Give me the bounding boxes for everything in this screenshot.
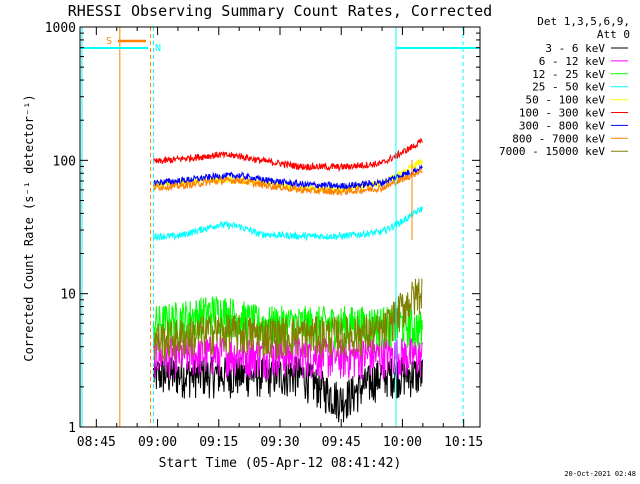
series-line-5 xyxy=(153,137,423,173)
legend-label: 25 - 50 keV xyxy=(532,81,605,94)
x-axis-label: Start Time (05-Apr-12 08:41:42) xyxy=(159,456,402,471)
series-line-8 xyxy=(153,278,423,362)
legend-label: 800 - 7000 keV xyxy=(512,132,605,145)
legend-label: 300 - 800 keV xyxy=(519,119,605,132)
saa-label: S xyxy=(106,36,112,47)
y-axis-label: Corrected Count Rate (s⁻¹ detector⁻¹) xyxy=(22,94,36,361)
x-tick-label: 09:15 xyxy=(199,435,238,450)
series-line-3 xyxy=(153,206,423,242)
legend-header-line-2: Att 0 xyxy=(597,28,630,41)
chart-title: RHESSI Observing Summary Count Rates, Co… xyxy=(68,2,492,20)
night-label: N xyxy=(155,43,161,54)
x-tick-label: 08:45 xyxy=(77,435,116,450)
series-line-6 xyxy=(153,164,423,191)
legend-header-line-1: Det 1,3,5,6,9, xyxy=(537,15,630,28)
legend-label: 12 - 25 keV xyxy=(532,68,605,81)
legend-label: 6 - 12 keV xyxy=(539,55,606,68)
x-tick-label: 09:00 xyxy=(138,435,177,450)
x-tick-label: 09:30 xyxy=(260,435,299,450)
footer-date: 20-Oct-2021 02:48 xyxy=(564,470,636,478)
legend-label: 3 - 6 keV xyxy=(545,42,605,55)
legend-label: 100 - 300 keV xyxy=(519,107,605,120)
x-tick-label: 10:15 xyxy=(444,435,483,450)
series-line-7 xyxy=(153,168,423,197)
y-tick-label: 10 xyxy=(60,288,76,303)
series-line-0 xyxy=(153,356,423,423)
y-tick-label: 1000 xyxy=(45,21,76,36)
legend-label: 50 - 100 keV xyxy=(526,94,606,107)
y-tick-label: 1 xyxy=(68,421,76,436)
y-tick-label: 100 xyxy=(53,154,76,169)
x-tick-label: 10:00 xyxy=(383,435,422,450)
x-tick-label: 09:45 xyxy=(322,435,361,450)
legend-label: 7000 - 15000 keV xyxy=(499,145,605,158)
